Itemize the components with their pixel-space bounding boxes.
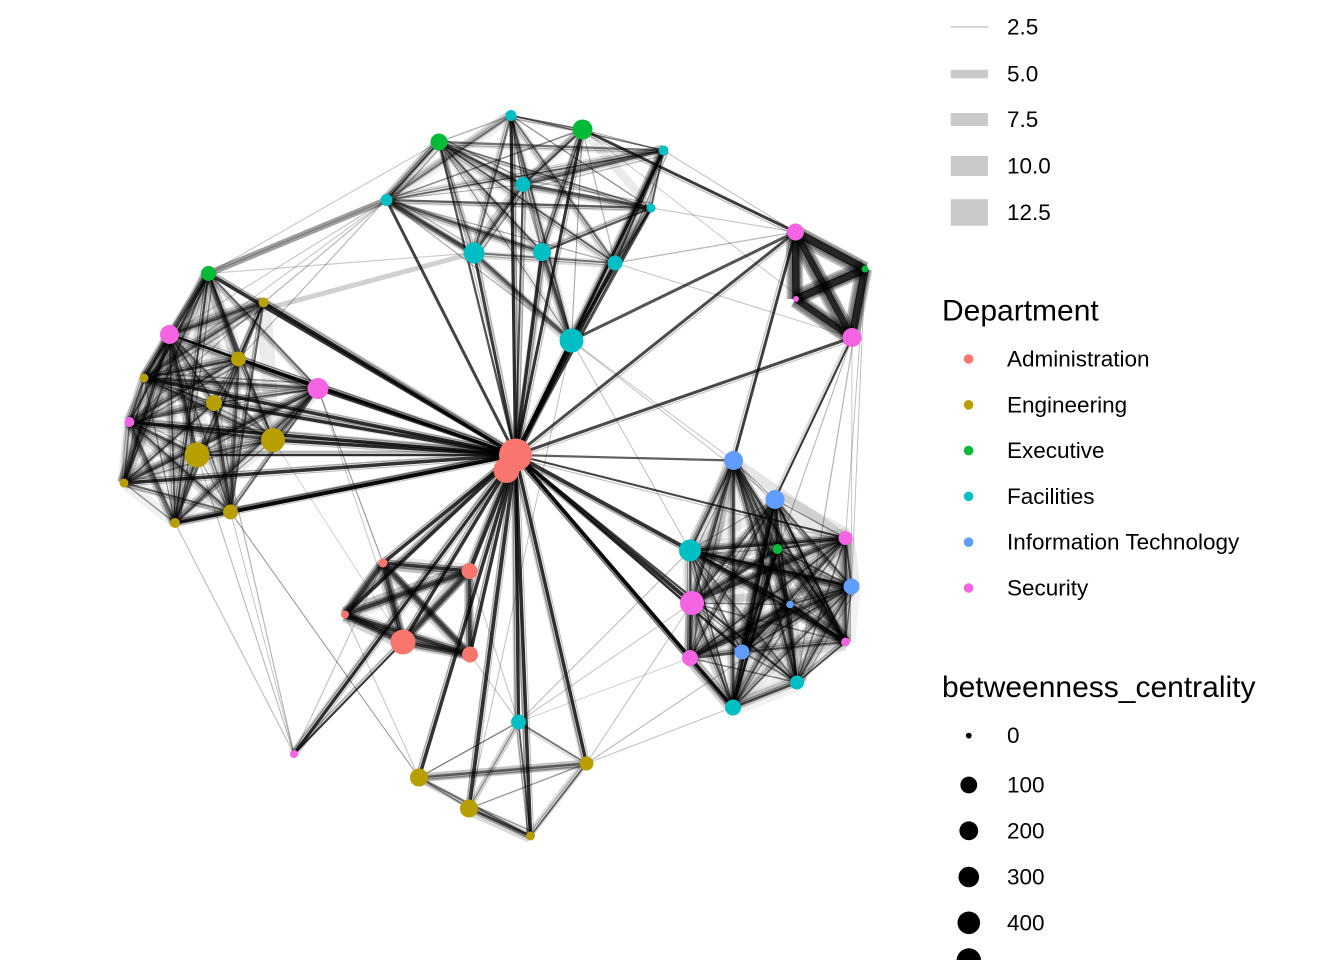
svg-text:Engineering: Engineering	[1007, 392, 1127, 417]
svg-text:Facilities: Facilities	[1007, 484, 1095, 509]
svg-text:12.5: 12.5	[1007, 200, 1051, 225]
svg-text:400: 400	[1007, 910, 1045, 935]
svg-text:5.0: 5.0	[1007, 62, 1038, 87]
svg-text:Department: Department	[942, 295, 1099, 328]
svg-text:0: 0	[1007, 723, 1020, 748]
svg-text:7.5: 7.5	[1007, 107, 1038, 132]
svg-text:Information Technology: Information Technology	[1007, 530, 1240, 555]
svg-text:Security: Security	[1007, 576, 1089, 601]
svg-text:2.5: 2.5	[1007, 15, 1038, 40]
svg-text:200: 200	[1007, 818, 1045, 843]
svg-text:300: 300	[1007, 865, 1045, 890]
svg-text:betweenness_centrality: betweenness_centrality	[942, 671, 1256, 704]
svg-text:100: 100	[1007, 773, 1045, 798]
svg-text:Executive: Executive	[1007, 438, 1105, 463]
svg-text:10.0: 10.0	[1007, 154, 1051, 179]
svg-text:Administration: Administration	[1007, 347, 1150, 372]
